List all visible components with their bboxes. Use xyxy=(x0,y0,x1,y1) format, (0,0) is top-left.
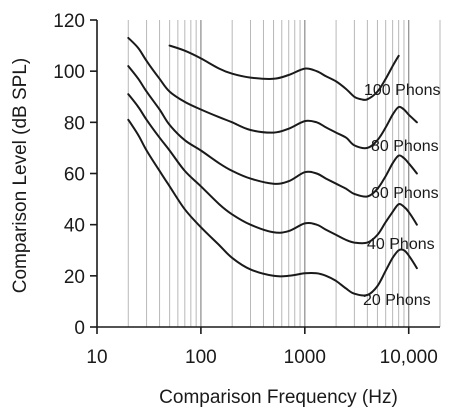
x-tick-label: 10 xyxy=(86,347,107,368)
curve-label: 40 Phons xyxy=(367,236,435,253)
axes: 0 20 40 60 80 100 120 10 100 1000 10,000 xyxy=(53,11,440,368)
curve-label: 20 Phons xyxy=(363,292,431,309)
y-tick-label: 120 xyxy=(53,11,85,32)
y-tick-label: 60 xyxy=(64,165,85,186)
y-axis-title: Comparison Level (dB SPL) xyxy=(10,58,31,294)
x-tick-label: 1000 xyxy=(284,347,326,368)
y-tick-label: 40 xyxy=(64,216,85,237)
x-axis-title: Comparison Frequency (Hz) xyxy=(159,387,398,408)
y-tick-label: 100 xyxy=(53,62,85,83)
y-tick-label: 20 xyxy=(64,267,85,288)
curve-4 xyxy=(127,93,418,245)
curve-1 xyxy=(168,44,400,101)
curve-5 xyxy=(127,118,418,297)
curve-3 xyxy=(127,65,418,198)
x-tick-label: 10,000 xyxy=(380,347,438,368)
curve-label: 100 Phons xyxy=(364,82,441,99)
x-tick-label: 100 xyxy=(185,347,217,368)
y-tick-label: 80 xyxy=(64,113,85,134)
curves xyxy=(127,36,418,297)
y-tick-label: 0 xyxy=(74,318,85,339)
labels: 100 Phons 80 Phons 60 Phons 40 Phons 20 Phon… xyxy=(363,82,441,309)
curve-label: 60 Phons xyxy=(371,185,439,202)
curve-2 xyxy=(127,36,418,150)
curve-label: 80 Phons xyxy=(371,138,439,155)
